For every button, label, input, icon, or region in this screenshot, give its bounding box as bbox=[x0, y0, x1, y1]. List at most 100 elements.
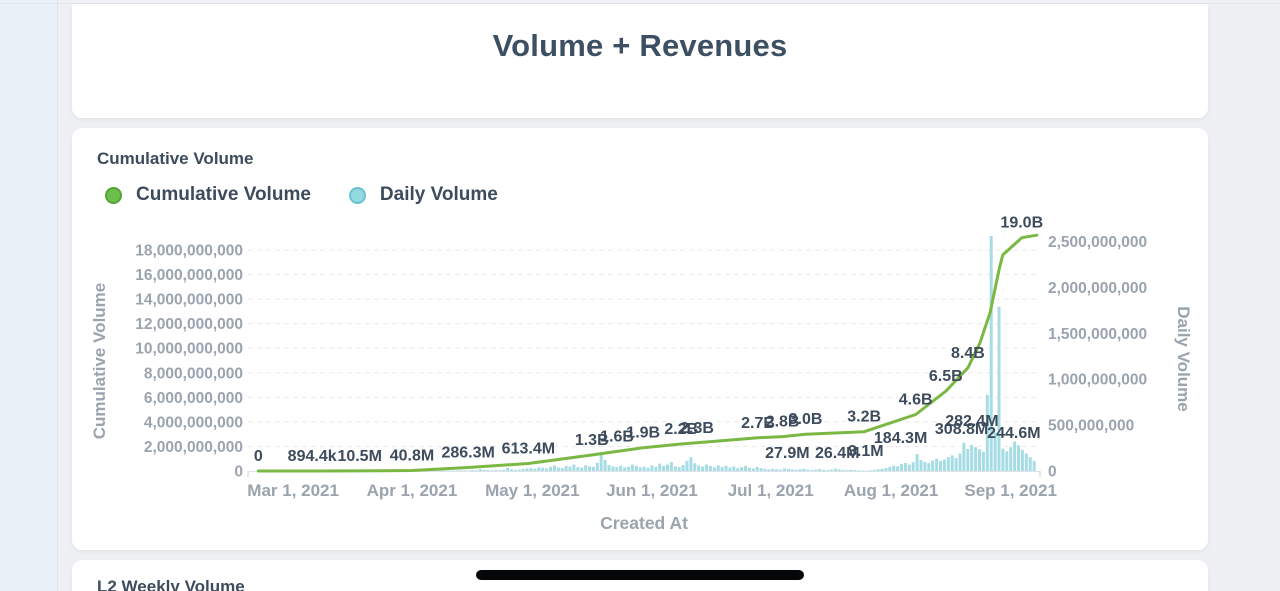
daily-volume-bar[interactable] bbox=[946, 457, 950, 471]
legend-item-cumulative-volume[interactable]: Cumulative Volume bbox=[105, 184, 311, 206]
daily-volume-bar[interactable] bbox=[1028, 457, 1032, 471]
daily-volume-bar[interactable] bbox=[935, 458, 939, 471]
home-indicator-bar[interactable] bbox=[476, 570, 804, 580]
daily-volume-bar[interactable] bbox=[810, 470, 814, 471]
daily-volume-bar[interactable] bbox=[896, 466, 900, 471]
daily-volume-bar[interactable] bbox=[556, 467, 560, 471]
daily-volume-bar[interactable] bbox=[580, 467, 584, 471]
daily-volume-bar[interactable] bbox=[588, 466, 592, 471]
daily-volume-bar[interactable] bbox=[666, 464, 670, 471]
daily-volume-bar[interactable] bbox=[915, 454, 919, 471]
daily-volume-bar[interactable] bbox=[997, 306, 1001, 471]
daily-volume-bar[interactable] bbox=[939, 460, 943, 471]
daily-volume-bar[interactable] bbox=[993, 432, 997, 471]
daily-volume-bar[interactable] bbox=[533, 468, 537, 471]
daily-volume-bar[interactable] bbox=[517, 469, 521, 471]
daily-volume-bar[interactable] bbox=[845, 470, 849, 471]
daily-volume-bar[interactable] bbox=[732, 466, 736, 471]
daily-volume-bar[interactable] bbox=[818, 469, 822, 471]
daily-volume-bar[interactable] bbox=[794, 469, 798, 471]
daily-volume-bar[interactable] bbox=[903, 462, 907, 471]
daily-volume-bar[interactable] bbox=[607, 465, 611, 471]
daily-volume-bar[interactable] bbox=[740, 467, 744, 471]
daily-volume-bar[interactable] bbox=[1032, 460, 1036, 471]
daily-volume-bar[interactable] bbox=[494, 469, 498, 471]
daily-volume-bar[interactable] bbox=[1017, 445, 1021, 471]
daily-volume-bar[interactable] bbox=[942, 459, 946, 471]
daily-volume-bar[interactable] bbox=[603, 459, 607, 471]
daily-volume-bar[interactable] bbox=[712, 467, 716, 471]
daily-volume-bar[interactable] bbox=[958, 453, 962, 471]
daily-volume-bar[interactable] bbox=[806, 469, 810, 471]
daily-volume-bar[interactable] bbox=[689, 457, 693, 471]
daily-volume-bar[interactable] bbox=[849, 469, 853, 471]
daily-volume-bar[interactable] bbox=[989, 235, 993, 471]
daily-volume-bar[interactable] bbox=[521, 468, 525, 471]
daily-volume-bar[interactable] bbox=[747, 467, 751, 471]
daily-volume-bar[interactable] bbox=[1001, 448, 1005, 471]
daily-volume-bar[interactable] bbox=[490, 470, 494, 471]
daily-volume-bar[interactable] bbox=[767, 469, 771, 471]
daily-volume-bar[interactable] bbox=[463, 470, 467, 471]
daily-volume-bar[interactable] bbox=[708, 465, 712, 471]
daily-volume-bar[interactable] bbox=[888, 466, 892, 471]
daily-volume-bar[interactable] bbox=[822, 469, 826, 471]
daily-volume-bar[interactable] bbox=[482, 469, 486, 471]
daily-volume-bar[interactable] bbox=[498, 470, 502, 471]
daily-volume-bar[interactable] bbox=[775, 469, 779, 471]
daily-volume-bar[interactable] bbox=[911, 462, 915, 471]
daily-volume-bar[interactable] bbox=[615, 467, 619, 471]
legend-item-daily-volume[interactable]: Daily Volume bbox=[348, 184, 498, 206]
daily-volume-bar[interactable] bbox=[705, 464, 709, 471]
daily-volume-bar[interactable] bbox=[728, 467, 732, 471]
daily-volume-bar[interactable] bbox=[510, 469, 514, 471]
daily-volume-bar[interactable] bbox=[638, 467, 642, 471]
daily-volume-bar[interactable] bbox=[537, 467, 541, 471]
cumulative-volume-line[interactable] bbox=[256, 233, 1039, 473]
daily-volume-bar[interactable] bbox=[786, 468, 790, 471]
daily-volume-bar[interactable] bbox=[525, 468, 529, 471]
daily-volume-bar[interactable] bbox=[716, 465, 720, 471]
daily-volume-bar[interactable] bbox=[506, 467, 510, 471]
daily-volume-bar[interactable] bbox=[541, 467, 545, 471]
daily-volume-bar[interactable] bbox=[662, 465, 666, 471]
daily-volume-bar[interactable] bbox=[814, 469, 818, 471]
daily-volume-bar[interactable] bbox=[868, 470, 872, 471]
volume-combo-chart[interactable]: 18,000,000,000 16,000,000,000 14,000,000,0… bbox=[72, 128, 1208, 550]
daily-volume-bar[interactable] bbox=[978, 449, 982, 471]
daily-volume-bar[interactable] bbox=[576, 467, 580, 471]
daily-volume-bar[interactable] bbox=[876, 469, 880, 471]
daily-volume-bar[interactable] bbox=[1024, 453, 1028, 471]
daily-volume-bar[interactable] bbox=[654, 466, 658, 471]
daily-volume-bar[interactable] bbox=[981, 451, 985, 471]
daily-volume-bar[interactable] bbox=[697, 465, 701, 471]
daily-volume-bar[interactable] bbox=[634, 465, 638, 471]
daily-volume-bar[interactable] bbox=[642, 466, 646, 471]
daily-volume-bar[interactable] bbox=[771, 468, 775, 471]
daily-volume-bar[interactable] bbox=[673, 466, 677, 471]
daily-volume-bar[interactable] bbox=[658, 463, 662, 471]
daily-volume-bar[interactable] bbox=[880, 468, 884, 471]
daily-volume-bar[interactable] bbox=[572, 464, 576, 471]
daily-volume-bar[interactable] bbox=[1020, 449, 1024, 471]
daily-volume-bar[interactable] bbox=[552, 465, 556, 471]
daily-volume-bar[interactable] bbox=[502, 469, 506, 471]
daily-volume-bar[interactable] bbox=[759, 468, 763, 471]
daily-volume-bar[interactable] bbox=[1013, 441, 1017, 471]
daily-volume-bar[interactable] bbox=[970, 445, 974, 471]
daily-volume-bar[interactable] bbox=[829, 469, 833, 471]
daily-volume-bar[interactable] bbox=[763, 468, 767, 471]
daily-volume-bar[interactable] bbox=[779, 469, 783, 471]
daily-volume-bar[interactable] bbox=[931, 460, 935, 471]
daily-volume-bar[interactable] bbox=[560, 468, 564, 471]
daily-volume-bar[interactable] bbox=[545, 468, 549, 471]
daily-volume-bar[interactable] bbox=[669, 462, 673, 471]
daily-volume-bar[interactable] bbox=[611, 466, 615, 471]
daily-volume-bar[interactable] bbox=[627, 466, 631, 471]
daily-volume-bar[interactable] bbox=[693, 463, 697, 471]
daily-volume-bar[interactable] bbox=[872, 469, 876, 471]
daily-volume-bar[interactable] bbox=[923, 461, 927, 471]
daily-volume-bar[interactable] bbox=[919, 459, 923, 471]
daily-volume-bar[interactable] bbox=[549, 466, 553, 471]
daily-volume-bar[interactable] bbox=[736, 468, 740, 471]
